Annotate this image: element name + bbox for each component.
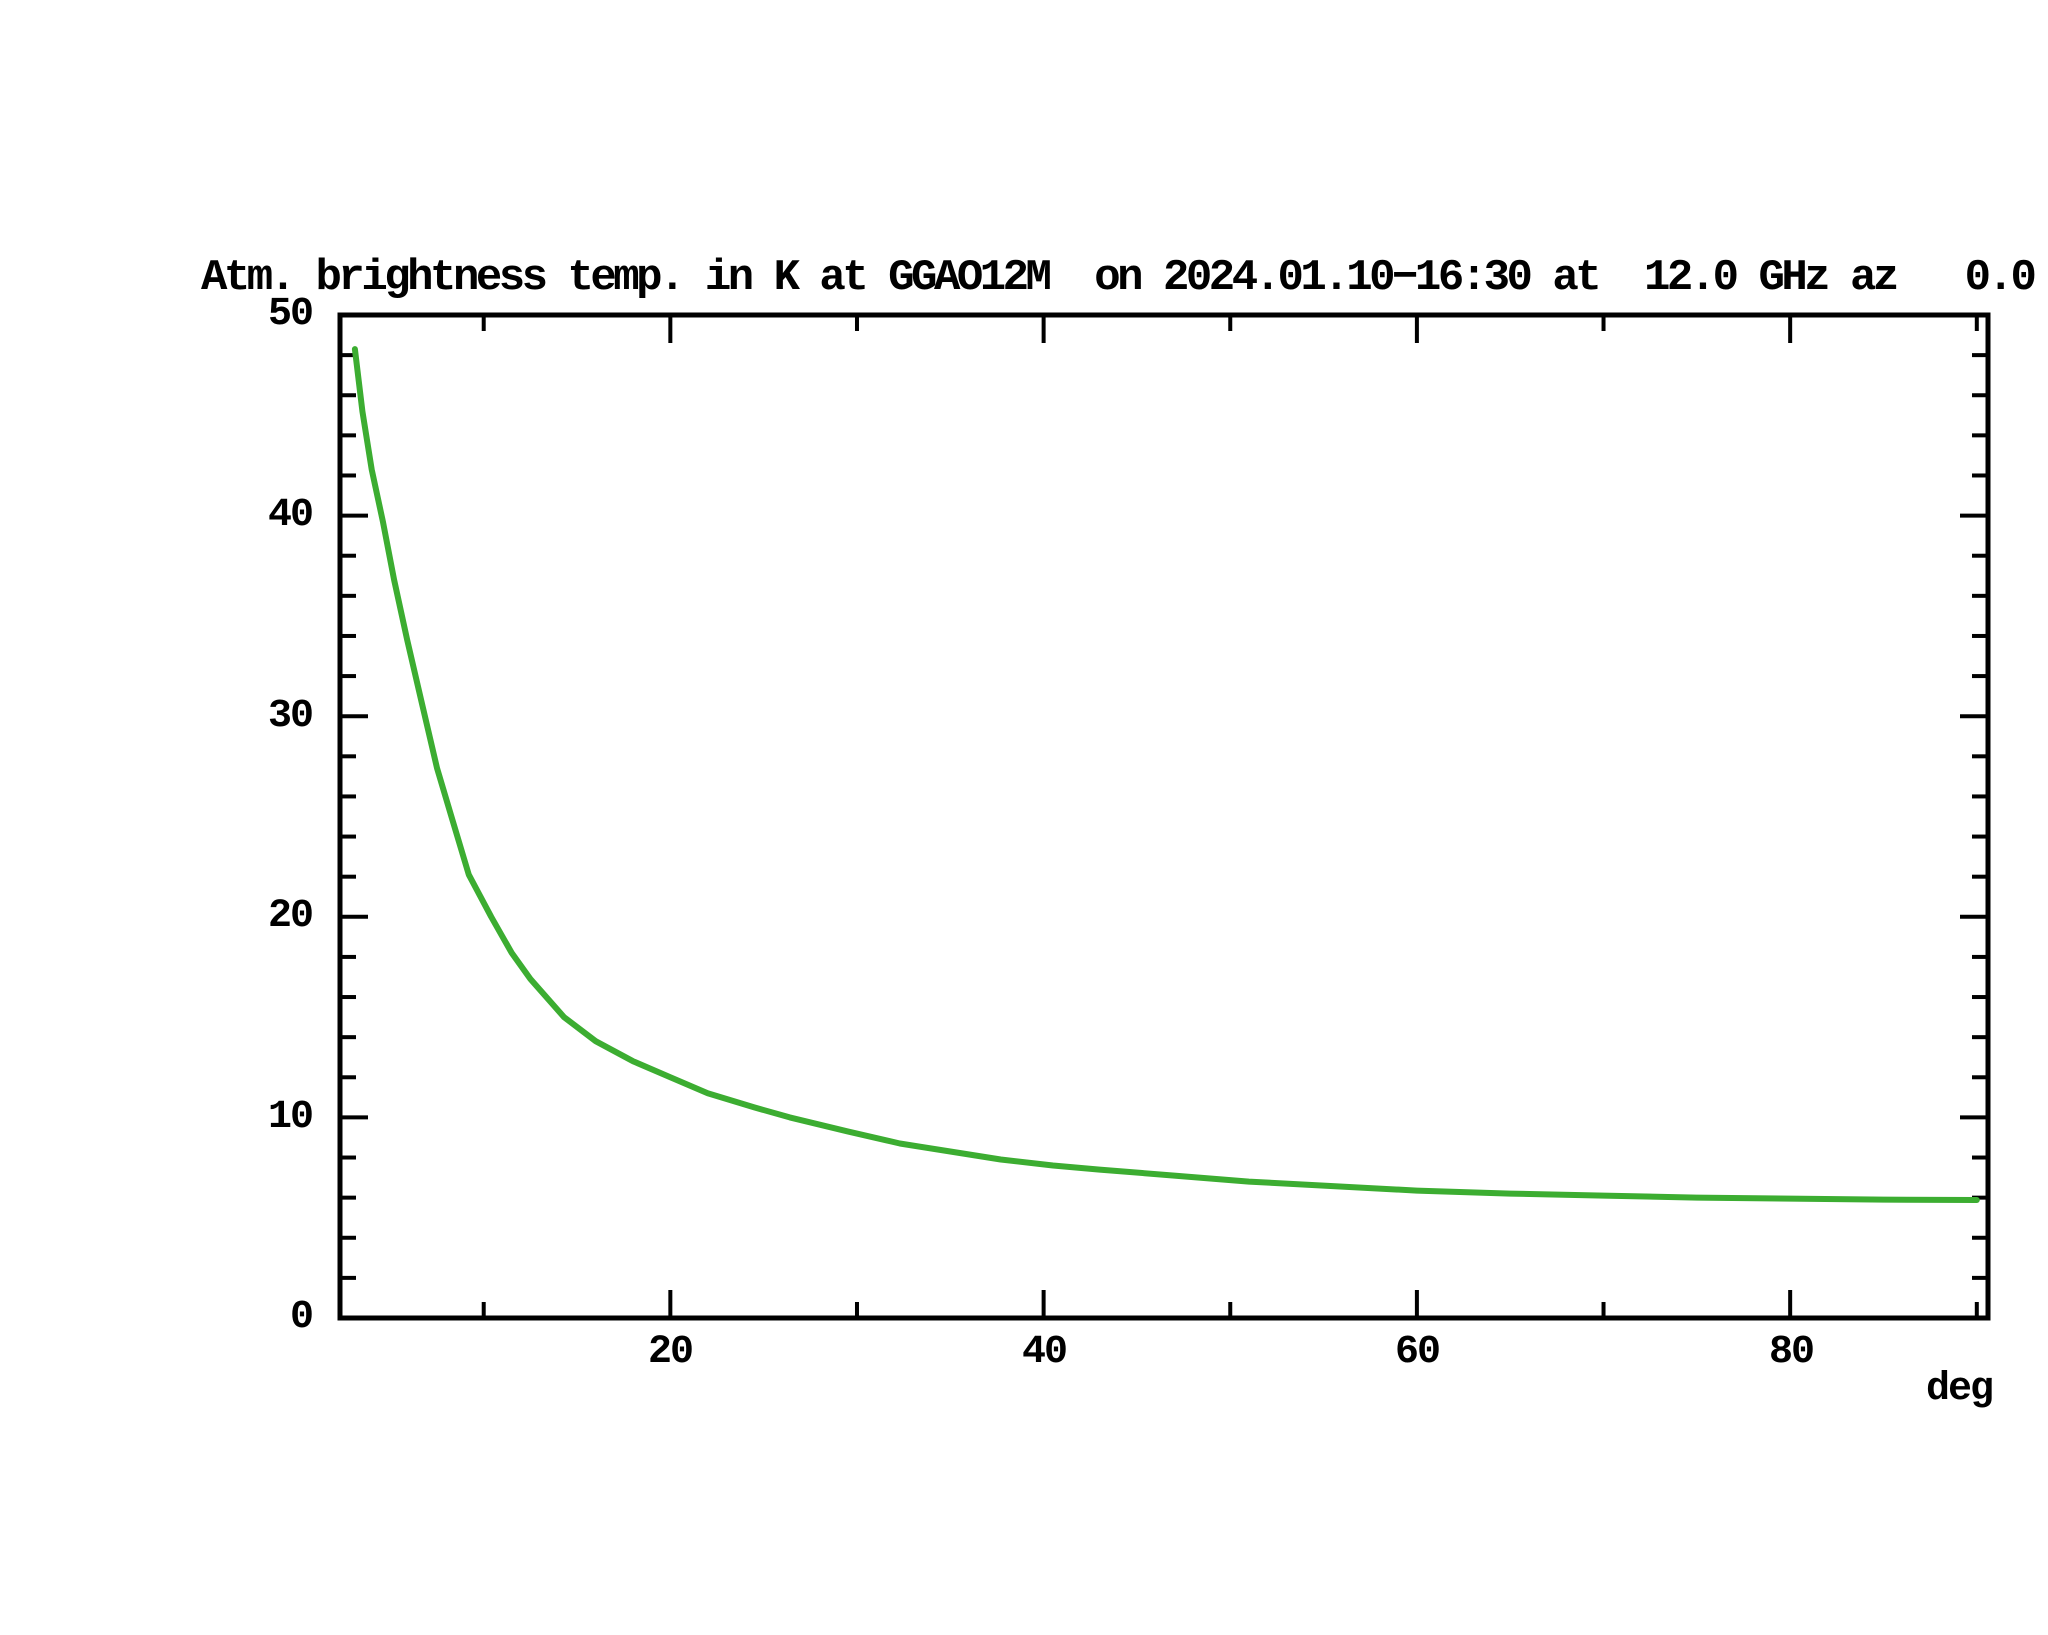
x-tick-label-40: 40 <box>1021 1330 1068 1375</box>
chart-title: Atm. brightness temp. in K at GGAO12M on… <box>201 253 2037 303</box>
x-tick-label-20: 20 <box>647 1330 694 1375</box>
x-tick-label-80: 80 <box>1768 1330 1815 1375</box>
x-axis-unit-label: deg <box>1925 1367 1994 1412</box>
series-curve-atmospheric-brightness-temperature-vs-elevation <box>351 346 1980 1203</box>
axes-box <box>337 312 1991 1321</box>
x-tick-label-60: 60 <box>1394 1330 1441 1375</box>
y-tick-label-10: 10 <box>267 1095 314 1140</box>
y-tick-label-30: 30 <box>267 694 314 739</box>
y-tick-label-0: 0 <box>289 1295 314 1340</box>
y-tick-label-20: 20 <box>267 894 314 939</box>
y-tick-label-50: 50 <box>267 292 314 337</box>
y-tick-label-40: 40 <box>267 493 314 538</box>
